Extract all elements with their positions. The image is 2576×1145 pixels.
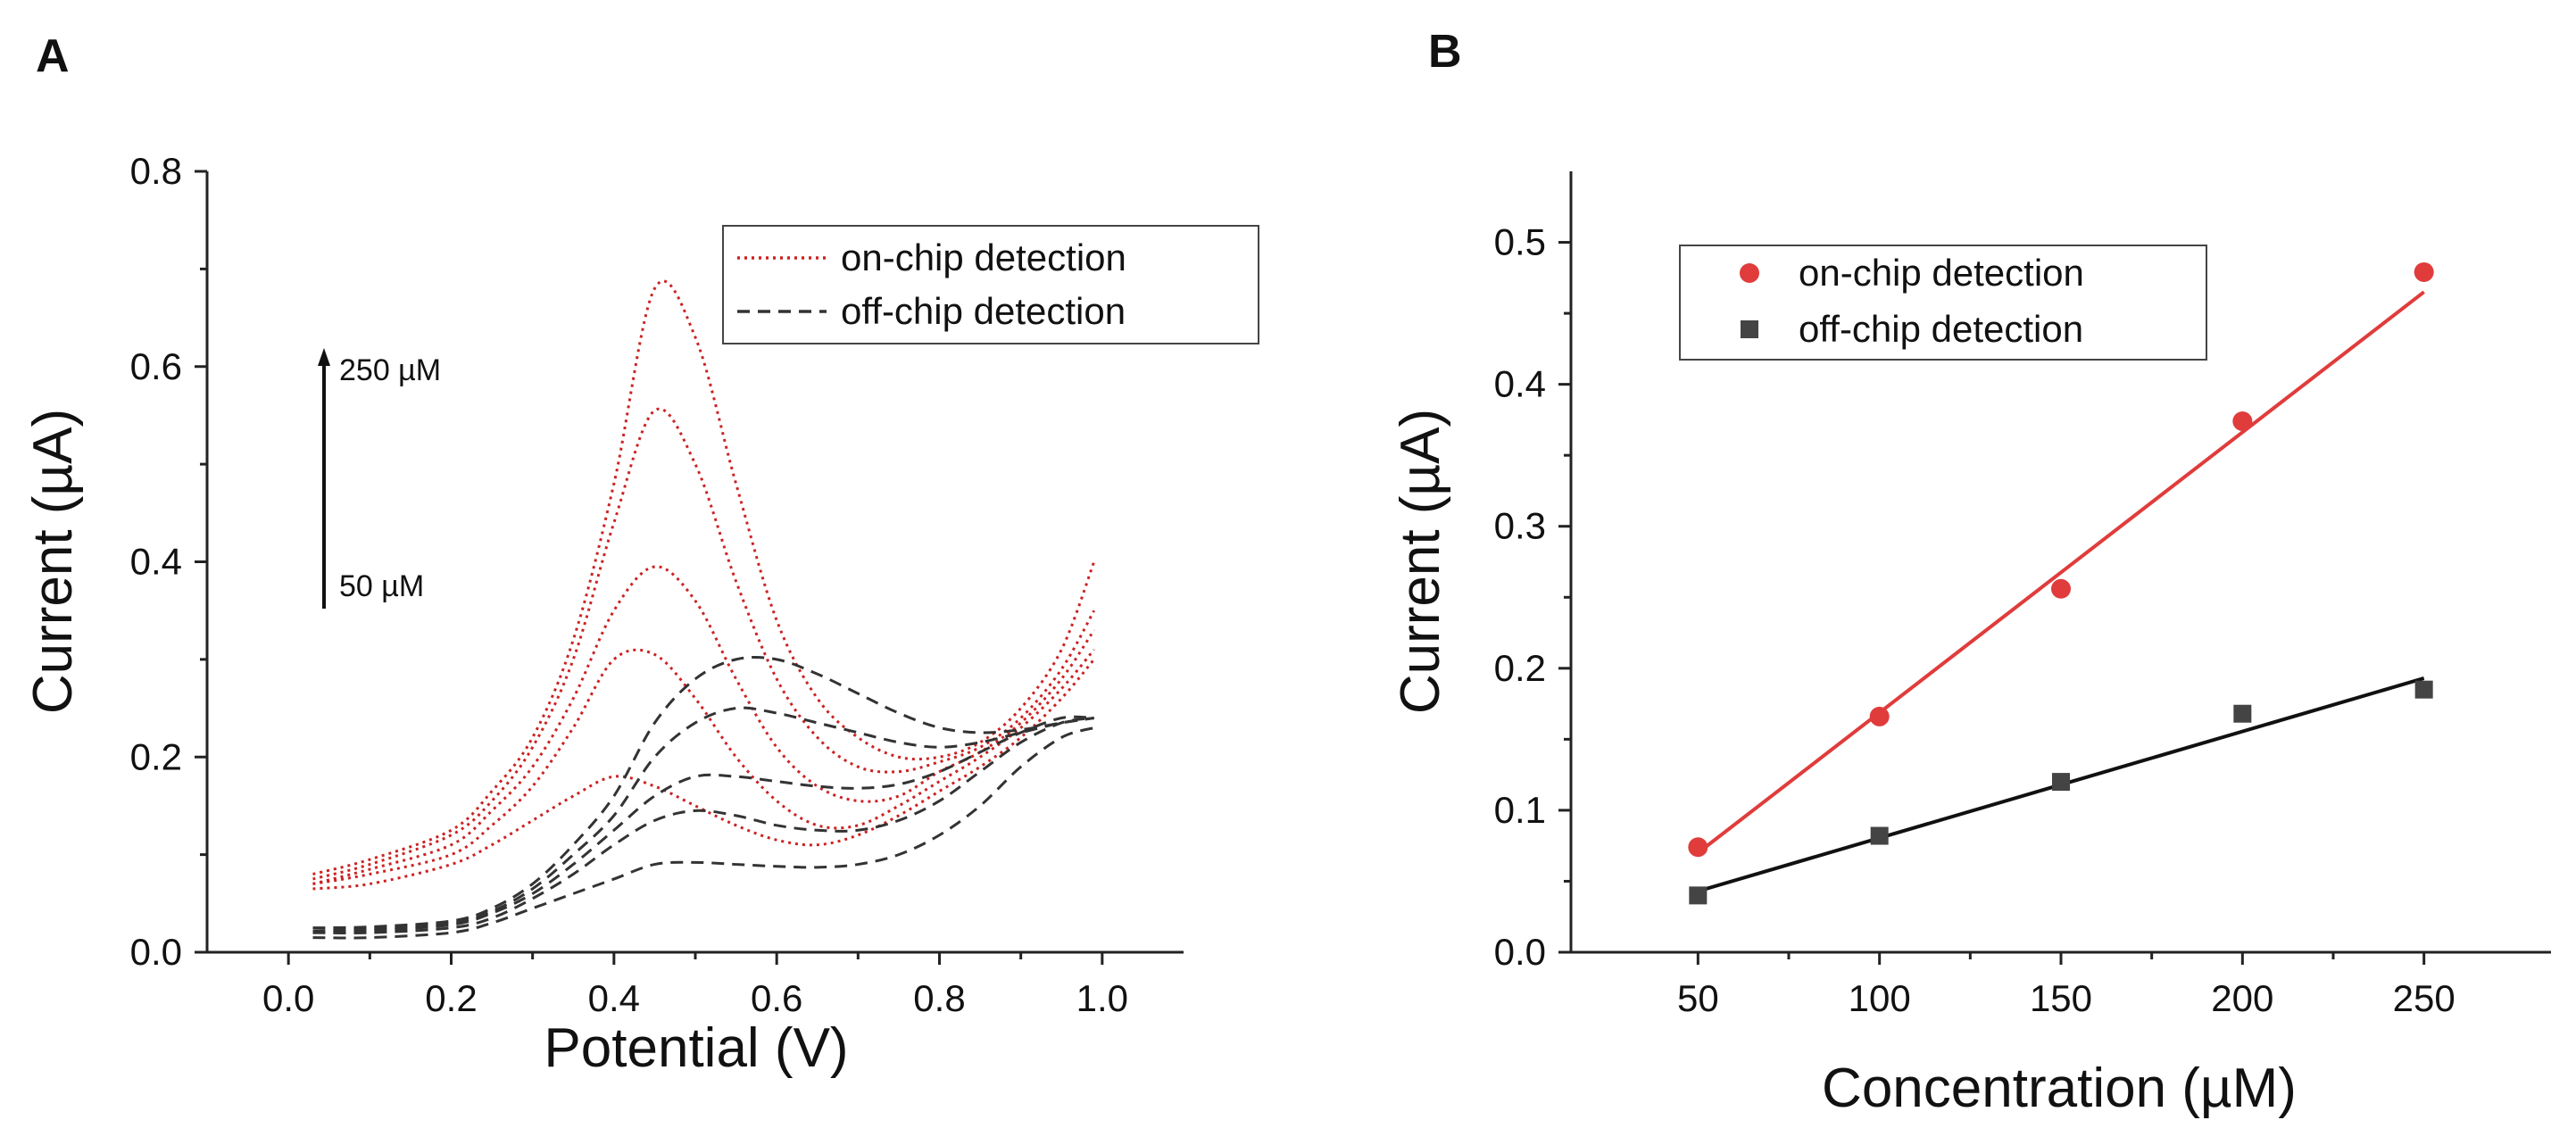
chart-b-x-tick-label: 50: [1677, 977, 1719, 1019]
chart-a-legend-box: [722, 225, 1259, 344]
data-point-off-chip: [1689, 886, 1708, 905]
panel-label-a: A: [36, 30, 70, 82]
chart-b-plot-area: [1688, 261, 2434, 905]
series-line-off-chip-6: [312, 717, 1094, 935]
chart-a-y-tick-label: 0.6: [130, 345, 182, 387]
arrow-head-icon: [318, 348, 330, 366]
data-point-off-chip: [2233, 704, 2252, 723]
chart-a-legend: on-chip detection off-chip detection: [722, 225, 1259, 344]
chart-a-x-tick-label: 1.0: [1076, 977, 1128, 1019]
data-point-off-chip: [2414, 680, 2433, 699]
series-line-on-chip-2: [312, 565, 1095, 885]
chart-a-x-axis-title: Potential (V): [544, 1017, 848, 1079]
chart-b-y-tick-label: 0.0: [1494, 931, 1546, 973]
chart-b-y-tick-label: 0.1: [1494, 789, 1546, 831]
series-line-off-chip-8: [312, 706, 1094, 933]
chart-b-legend: on-chip detection off-chip detection: [1679, 245, 2207, 361]
data-point-off-chip: [2052, 773, 2070, 792]
series-line-off-chip-5: [312, 726, 1095, 940]
chart-b-legend-label-off-chip: off-chip detection: [1799, 308, 2083, 350]
chart-b-y-tick-label: 0.5: [1494, 221, 1546, 263]
chart-b-legend-label-on-chip: on-chip detection: [1799, 252, 2084, 294]
data-point-on-chip: [1688, 837, 1708, 858]
chart-a-y-axis-title: Current (µA): [22, 409, 84, 714]
chart-b-x-tick-label: 250: [2393, 977, 2456, 1019]
chart-a-y-tick-label: 0.2: [130, 735, 182, 777]
series-line-off-chip-9: [312, 655, 1094, 930]
chart-b-x-tick-label: 100: [1849, 977, 1911, 1019]
data-point-on-chip: [2051, 578, 2071, 599]
chart-a-legend-label-off-chip: off-chip detection: [841, 290, 1126, 332]
chart-a: 0.0 0.2 0.4 0.6 0.8 1.0 0.0 0.2 0.4 0.6 0.8 Potent…: [22, 150, 1259, 1079]
chart-a-ticks: 0.0 0.2 0.4 0.6 0.8 1.0 0.0 0.2 0.4 0.6 0.8: [130, 150, 1128, 1019]
data-point-off-chip: [1870, 826, 1889, 845]
annotation-top-label: 250 µM: [339, 353, 441, 387]
chart-b-y-tick-label: 0.4: [1494, 363, 1546, 405]
chart-b-y-tick-label: 0.3: [1494, 505, 1546, 547]
chart-a-x-tick-label: 0.0: [262, 977, 314, 1019]
legend-marker-square-icon: [1741, 320, 1758, 338]
chart-b-x-tick-label: 200: [2211, 977, 2273, 1019]
chart-a-legend-label-on-chip: on-chip detection: [841, 236, 1126, 278]
fit-line-on-chip: [1697, 290, 2425, 855]
legend-marker-circle-icon: [1740, 263, 1759, 283]
series-line-off-chip-7: [312, 715, 1094, 934]
chart-a-y-tick-label: 0.4: [130, 541, 182, 583]
chart-b-y-tick-label: 0.2: [1494, 647, 1546, 689]
chart-a-y-tick-label: 0.8: [130, 150, 182, 192]
panel-label-b: B: [1428, 26, 1462, 78]
chart-b-legend-box: [1679, 245, 2207, 361]
chart-b-ticks: 50 100 150 200 250 0.0 0.1 0.2 0.3 0.4 0.5: [1494, 221, 2456, 1019]
chart-a-y-tick-label: 0.0: [130, 931, 182, 973]
chart-a-x-tick-label: 0.2: [425, 977, 477, 1019]
concentration-annotation: 250 µM 50 µM: [318, 348, 441, 609]
series-line-on-chip-4: [312, 279, 1096, 875]
chart-b-x-axis-title: Concentration (µM): [1822, 1058, 2297, 1119]
chart-b: 50 100 150 200 250 0.0 0.1 0.2 0.3 0.4 0.5 Concent…: [1390, 171, 2551, 1119]
annotation-bottom-label: 50 µM: [339, 569, 424, 603]
chart-b-x-tick-label: 150: [2030, 977, 2092, 1019]
series-line-on-chip-1: [312, 648, 1095, 885]
data-point-on-chip: [2232, 411, 2253, 431]
chart-a-x-tick-label: 0.6: [751, 977, 802, 1019]
data-point-on-chip: [2414, 261, 2434, 282]
chart-a-x-tick-label: 0.8: [913, 977, 965, 1019]
chart-b-y-axis-title: Current (µA): [1390, 409, 1451, 714]
chart-a-x-tick-label: 0.4: [588, 977, 640, 1019]
data-point-on-chip: [1869, 706, 1890, 726]
chart-a-plot-area: [312, 279, 1096, 940]
